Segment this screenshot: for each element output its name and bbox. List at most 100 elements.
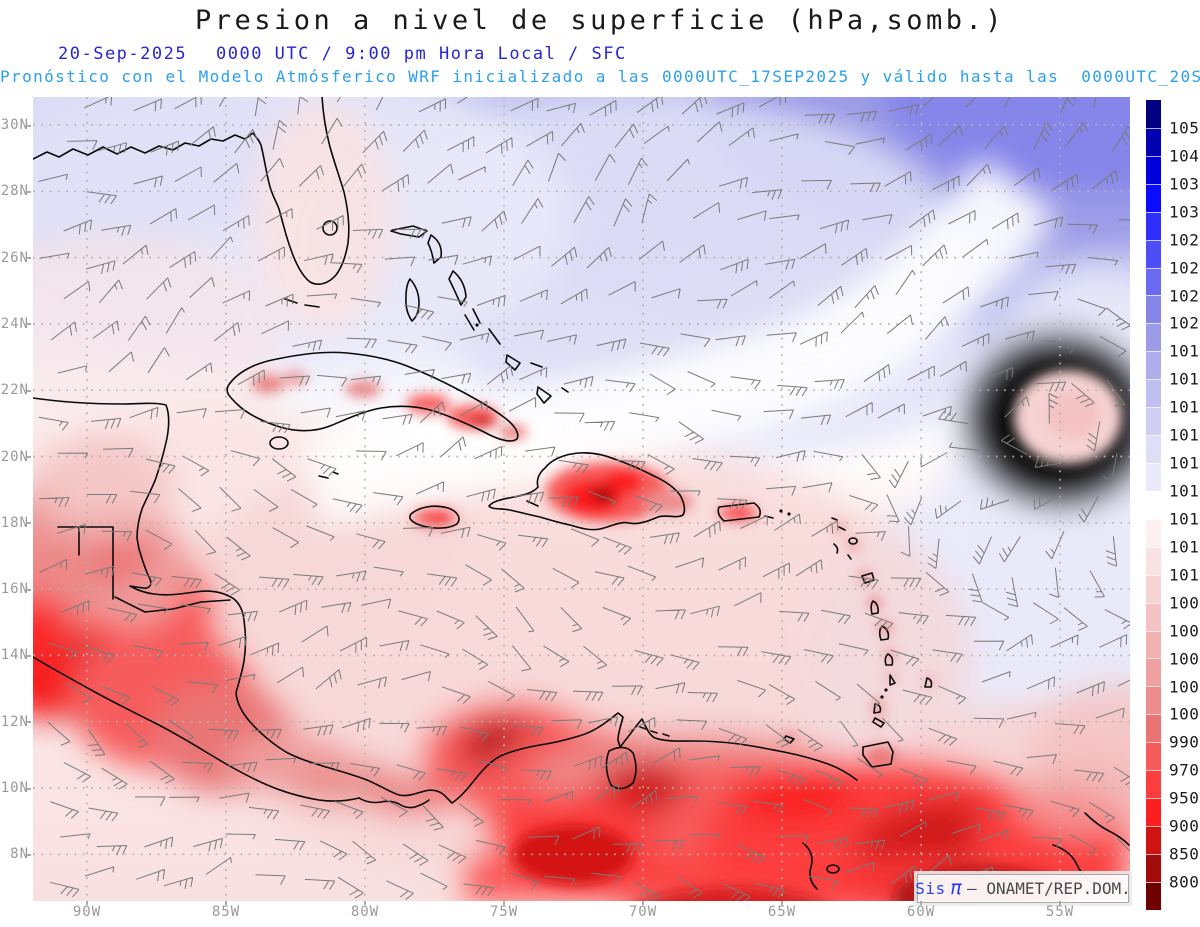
colorbar-value-1020: 1020 (1169, 313, 1200, 333)
lat-tick (27, 522, 31, 525)
colorbar-value-1030: 1030 (1169, 202, 1200, 222)
lon-label-90W: 90W (72, 904, 102, 920)
lat-label-24N: 24N (0, 315, 29, 332)
lat-label-14N: 14N (0, 647, 29, 664)
watermark-org: – ONAMET/REP.DOM. (967, 879, 1131, 898)
colorbar-value-900: 900 (1169, 816, 1200, 836)
colorbar-value-1006: 1006 (1169, 621, 1200, 641)
watermark-brand: Sis (915, 879, 946, 898)
lon-tick (1059, 901, 1061, 905)
page-title: Presion a nivel de superficie (hPa,somb.… (195, 5, 1005, 36)
colorbar-segment (1146, 183, 1161, 212)
colorbar-segment (1146, 323, 1161, 352)
lat-label-20N: 20N (0, 448, 29, 465)
lat-label-28N: 28N (0, 183, 29, 200)
lon-tick (364, 901, 366, 905)
colorbar-segment (1146, 435, 1161, 463)
colorbar-value-1004: 1004 (1169, 649, 1200, 669)
watermark-pi-symbol: π (950, 877, 963, 899)
lon-tick (920, 901, 922, 905)
lon-label-85W: 85W (211, 904, 241, 920)
lon-label-80W: 80W (350, 904, 380, 920)
valid-time: 0000 UTC / 9:00 pm Hora Local / SFC (216, 44, 627, 64)
colorbar-value-990: 990 (1169, 732, 1200, 752)
colorbar-segment (1146, 407, 1161, 436)
lat-tick (27, 588, 31, 591)
colorbar-value-1040: 1040 (1169, 146, 1200, 166)
lon-label-70W: 70W (628, 904, 658, 920)
lon-tick (86, 901, 88, 905)
colorbar-segment (1146, 100, 1161, 128)
forecast-info: Pronóstico con el Modelo Atmósferico WRF… (0, 67, 1200, 86)
colorbar-value-1000: 1000 (1169, 704, 1200, 724)
lon-tick (503, 901, 505, 905)
colorbar-value-970: 970 (1169, 760, 1200, 780)
colorbar-segment (1146, 379, 1161, 408)
colorbar-segment (1146, 602, 1161, 631)
lat-tick (27, 257, 31, 260)
colorbar-value-1025: 1025 (1169, 258, 1200, 278)
lat-tick (27, 853, 31, 856)
colorbar-value-1008: 1008 (1169, 593, 1200, 613)
pressure-colorbar (1146, 100, 1161, 910)
colorbar-value-1035: 1035 (1169, 174, 1200, 194)
colorbar-segment (1146, 574, 1161, 603)
colorbar-value-800: 800 (1169, 872, 1200, 892)
lon-tick (642, 901, 644, 905)
colorbar-segment (1146, 127, 1161, 156)
colorbar-value-850: 850 (1169, 844, 1200, 864)
lat-tick (27, 721, 31, 724)
lon-label-75W: 75W (489, 904, 519, 920)
colorbar-segment (1146, 742, 1161, 771)
colorbar-value-1010: 1010 (1169, 565, 1200, 585)
lon-tick (225, 901, 227, 905)
colorbar-value-1050: 1050 (1169, 118, 1200, 138)
lat-label-18N: 18N (0, 514, 29, 531)
colorbar-value-1014: 1014 (1169, 481, 1200, 501)
colorbar-segment (1146, 295, 1161, 324)
colorbar-value-1022: 1022 (1169, 286, 1200, 305)
lat-label-16N: 16N (0, 581, 29, 598)
lat-tick (27, 654, 31, 657)
lat-label-10N: 10N (0, 780, 29, 796)
colorbar-segment (1146, 239, 1161, 268)
lat-tick (27, 456, 31, 458)
lat-label-30N: 30N (0, 117, 29, 133)
colorbar-segment (1146, 351, 1161, 380)
lat-label-22N: 22N (0, 382, 29, 399)
colorbar-value-950: 950 (1169, 788, 1200, 808)
colorbar-segment (1146, 546, 1161, 575)
lat-tick (27, 323, 31, 326)
lat-tick (27, 787, 31, 790)
colorbar-value-1002: 1002 (1169, 677, 1200, 697)
lat-label-12N: 12N (0, 713, 29, 730)
colorbar-value-1017: 1017 (1169, 397, 1200, 417)
colorbar-value-1013: 1013 (1169, 509, 1200, 529)
lat-tick (27, 389, 31, 392)
colorbar-segment (1146, 518, 1161, 547)
colorbar-segment (1146, 462, 1161, 491)
colorbar-segment (1146, 798, 1161, 826)
lat-label-26N: 26N (0, 249, 29, 266)
colorbar-segment (1146, 267, 1161, 296)
lat-label-8N: 8N (10, 846, 29, 863)
lon-tick (781, 901, 783, 905)
colorbar-segment (1146, 155, 1161, 184)
colorbar-segment (1146, 714, 1161, 743)
colorbar-value-1028: 1028 (1169, 230, 1200, 250)
lat-tick (27, 190, 31, 193)
colorbar-segment (1146, 853, 1161, 882)
colorbar-value-1016: 1016 (1169, 425, 1200, 445)
colorbar-segment (1146, 881, 1161, 910)
colorbar-segment (1146, 490, 1161, 519)
watermark: Sis π – ONAMET/REP.DOM. (915, 874, 1131, 903)
colorbar-segment (1146, 686, 1161, 715)
colorbar-value-1015: 1015 (1169, 453, 1200, 473)
colorbar-segment (1146, 825, 1161, 854)
colorbar-segment (1146, 630, 1161, 659)
colorbar-value-1012: 1012 (1169, 537, 1200, 557)
colorbar-segment (1146, 770, 1161, 799)
pressure-map-canvas (33, 97, 1130, 901)
colorbar-segment (1146, 211, 1161, 240)
